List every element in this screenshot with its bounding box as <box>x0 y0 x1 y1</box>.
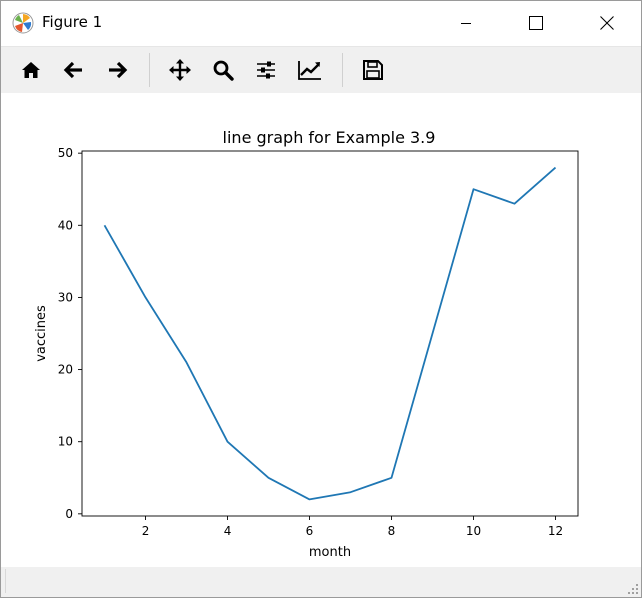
close-button[interactable] <box>584 1 630 45</box>
y-tick-label: 40 <box>58 218 73 232</box>
status-bar <box>1 567 641 597</box>
forward-arrow-icon <box>109 61 128 79</box>
x-tick-label: 2 <box>142 524 150 538</box>
chart-title: line graph for Example 3.9 <box>223 128 436 147</box>
home-button[interactable] <box>16 55 46 85</box>
y-tick-label: 10 <box>58 435 73 449</box>
toolbar-separator <box>342 53 343 87</box>
series-line <box>103 166 557 501</box>
maximize-button[interactable] <box>513 1 559 45</box>
toolbar-separator <box>149 53 150 87</box>
forward-button[interactable] <box>102 55 132 85</box>
maximize-icon <box>529 16 543 30</box>
matplotlib-logo-icon <box>12 12 34 34</box>
figure-canvas[interactable]: line graph for Example 3.9 2 4 6 8 10 12 0 10 2… <box>1 93 641 567</box>
status-message-area <box>5 569 636 593</box>
window-title: Figure 1 <box>42 13 103 31</box>
edit-axis-button[interactable] <box>295 55 325 85</box>
y-tick-label: 0 <box>65 507 73 521</box>
edit-axis-icon <box>298 61 321 80</box>
configure-subplots-button[interactable] <box>251 55 281 85</box>
x-tick-label: 10 <box>466 524 481 538</box>
x-tick-label: 4 <box>224 524 232 538</box>
line-chart[interactable]: line graph for Example 3.9 2 4 6 8 10 12 0 10 2… <box>1 93 641 567</box>
save-disk-icon <box>363 60 383 80</box>
configure-subplots-icon <box>257 61 275 79</box>
save-button[interactable] <box>358 55 388 85</box>
back-arrow-icon <box>63 61 82 79</box>
close-icon <box>600 16 614 30</box>
navigation-toolbar <box>1 46 641 94</box>
x-axis-label: month <box>309 545 351 560</box>
axes-frame <box>81 150 579 517</box>
x-tick-label: 6 <box>306 524 314 538</box>
y-axis-label: vaccines <box>34 305 49 362</box>
home-icon <box>22 62 40 78</box>
zoom-button[interactable] <box>208 55 238 85</box>
title-bar[interactable]: Figure 1 <box>1 1 641 45</box>
pan-button[interactable] <box>165 55 195 85</box>
x-tick-label: 12 <box>548 524 563 538</box>
minimize-icon <box>461 23 471 24</box>
y-tick-label: 30 <box>58 290 73 304</box>
pan-move-icon <box>169 59 191 81</box>
resize-grip-icon[interactable] <box>627 583 639 595</box>
back-button[interactable] <box>59 55 89 85</box>
zoom-magnifier-icon <box>213 60 234 81</box>
y-tick-label: 50 <box>58 146 73 160</box>
y-tick-label: 20 <box>58 363 73 377</box>
minimize-button[interactable] <box>443 1 489 45</box>
x-tick-label: 8 <box>388 524 396 538</box>
